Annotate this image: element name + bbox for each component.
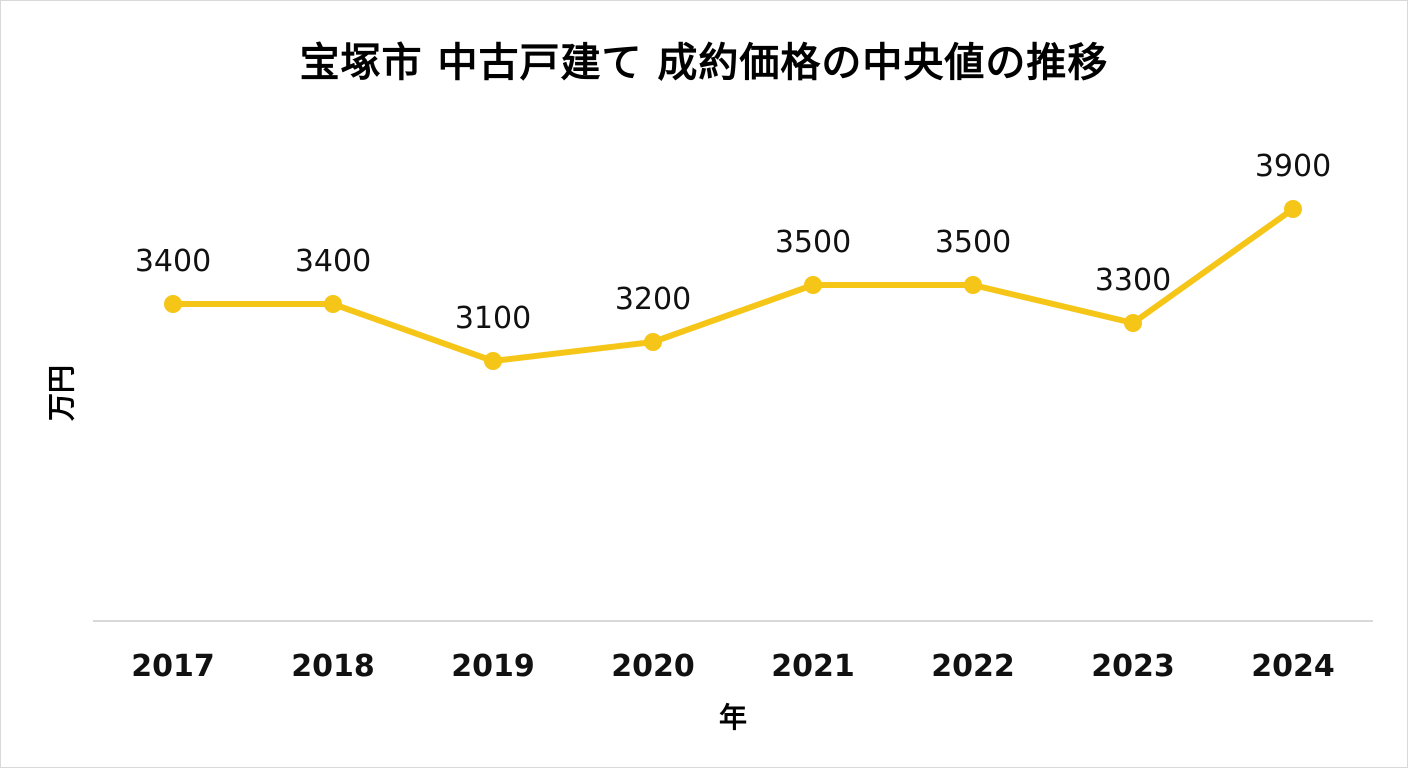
data-point-2023 [1124,314,1142,332]
x-tick-label-2018: 2018 [291,649,375,684]
series-line [170,206,1296,364]
data-point-2024 [1284,200,1302,218]
data-label-2017: 3400 [135,244,211,279]
x-tick-label-2021: 2021 [771,649,855,684]
data-labels: 3400 3400 3100 3200 3500 3500 3300 3900 [135,149,1331,336]
data-point-2022 [964,276,982,294]
x-tick-labels: 2017 2018 2019 2020 2021 2022 2023 2024 [131,649,1335,684]
data-label-2022: 3500 [935,225,1011,260]
data-label-2019: 3100 [455,301,531,336]
x-axis-label: 年 [718,701,748,734]
data-label-2020: 3200 [615,282,691,317]
data-points [164,200,1302,370]
data-point-2017 [164,295,182,313]
data-label-2018: 3400 [295,244,371,279]
data-label-2021: 3500 [775,225,851,260]
x-tick-label-2023: 2023 [1091,649,1175,684]
data-point-2020 [644,333,662,351]
x-tick-label-2020: 2020 [611,649,695,684]
x-tick-label-2017: 2017 [131,649,215,684]
x-tick-label-2024: 2024 [1251,649,1335,684]
x-tick-label-2019: 2019 [451,649,535,684]
data-point-2019 [484,352,502,370]
data-label-2023: 3300 [1095,263,1171,298]
x-tick-label-2022: 2022 [931,649,1015,684]
data-point-2018 [324,295,342,313]
data-point-2021 [804,276,822,294]
data-label-2024: 3900 [1255,149,1331,184]
chart-title: 宝塚市 中古戸建て 成約価格の中央値の推移 [299,40,1109,86]
